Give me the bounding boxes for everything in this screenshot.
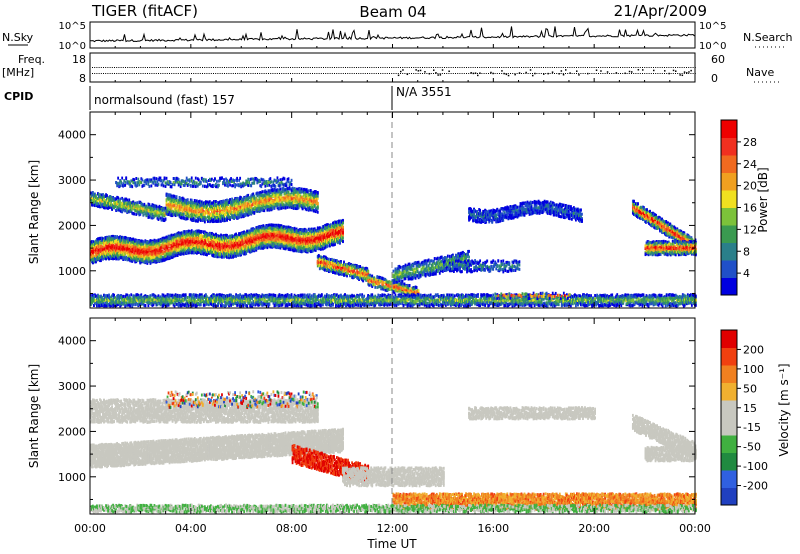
xtick-label: 04:00	[175, 522, 207, 535]
xtick-label: 08:00	[276, 522, 308, 535]
colorbar-tick: 20	[743, 180, 757, 193]
nave-label: Nave	[746, 66, 774, 79]
colorbar-segment	[721, 278, 737, 296]
freq-tick-bottom: 8	[79, 72, 86, 85]
xtick-label: 00:00	[74, 522, 106, 535]
colorbar-segment	[721, 173, 737, 191]
beam-title: Beam 04	[359, 3, 426, 21]
colorbar-tick: 16	[743, 202, 757, 215]
radar-summary-plot: TIGER (fitACF) Beam 04 21/Apr/2009 N.Sky…	[0, 0, 800, 554]
colorbar-segment	[721, 208, 737, 226]
colorbar-tick: 100	[743, 363, 764, 376]
cpid-label: CPID	[4, 90, 33, 103]
xtick-label: 20:00	[578, 522, 610, 535]
colorbar-tick: 4	[743, 267, 750, 280]
colorbar-segment	[721, 365, 737, 383]
colorbar-segment	[721, 383, 737, 401]
xtick-label: 16:00	[477, 522, 509, 535]
colorbar-segment	[721, 260, 737, 278]
power-colorbar: 28 24 20 16 12 8 4	[721, 120, 757, 296]
velocity-colorbar: 200 100 50 15 -15 -50 -100 -200	[721, 330, 768, 506]
velocity-scatter-data	[90, 390, 697, 513]
colorbar-segment	[721, 243, 737, 261]
colorbar-segment	[721, 435, 737, 453]
colorbar-segment	[721, 400, 737, 418]
colorbar-segment	[721, 190, 737, 208]
time-axis-label: Time UT	[366, 537, 417, 551]
power-colorbar-label: Power [dB]	[756, 167, 770, 232]
colorbar-tick: 15	[743, 402, 757, 415]
colorbar-tick: 12	[743, 223, 757, 236]
xtick-label: 00:00	[679, 522, 711, 535]
ytick-label: 1000	[58, 471, 86, 484]
date-title: 21/Apr/2009	[614, 2, 707, 20]
freq-dots	[92, 67, 696, 76]
colorbar-segment	[721, 453, 737, 471]
colorbar-segment	[721, 348, 737, 366]
colorbar-tick: -50	[743, 441, 761, 454]
colorbar-segment	[721, 155, 737, 173]
colorbar-segment	[721, 488, 737, 506]
power-ylabel: Slant Range [km]	[27, 160, 41, 264]
colorbar-tick: 28	[743, 136, 757, 149]
ytick-label: 2000	[58, 425, 86, 438]
colorbar-tick: 8	[743, 245, 750, 258]
colorbar-tick: -200	[743, 480, 768, 493]
power-scatter-data	[90, 176, 697, 307]
ytick-label: 1000	[58, 265, 86, 278]
ytick-label: 4000	[58, 335, 86, 348]
colorbar-segment	[721, 225, 737, 243]
nsearch-tick-bottom: 10^0	[699, 41, 726, 52]
nsky-tick-bottom: 10^0	[59, 41, 86, 52]
colorbar-segment	[721, 470, 737, 488]
colorbar-tick: -15	[743, 421, 761, 434]
colorbar-tick: -100	[743, 460, 768, 473]
freq-unit-label: [MHz]	[2, 66, 34, 79]
nave-tick-bottom: 0	[711, 72, 718, 85]
colorbar-tick: 200	[743, 343, 764, 356]
colorbar-segment	[721, 330, 737, 348]
colorbar-tick: 24	[743, 158, 757, 171]
nsky-label: N.Sky	[2, 31, 34, 44]
velocity-colorbar-label: Velocity [m s⁻¹]	[777, 363, 791, 456]
cpid-segment-1: normalsound (fast) 157	[94, 93, 235, 107]
nave-tick-top: 60	[711, 53, 725, 66]
ytick-label: 2000	[58, 219, 86, 232]
ytick-label: 3000	[58, 174, 86, 187]
velocity-ylabel: Slant Range [km]	[27, 364, 41, 468]
nsearch-tick-top: 10^5	[699, 21, 726, 32]
colorbar-segment	[721, 138, 737, 156]
ytick-label: 4000	[58, 129, 86, 142]
xtick-label: 12:00	[377, 522, 409, 535]
colorbar-tick: 50	[743, 382, 757, 395]
nsky-tick-top: 10^5	[59, 21, 86, 32]
radar-title: TIGER (fitACF)	[91, 2, 198, 20]
cpid-segment-2: N/A 3551	[396, 85, 452, 99]
freq-label: Freq.	[18, 53, 45, 66]
freq-tick-top: 18	[72, 53, 86, 66]
colorbar-segment	[721, 120, 737, 138]
colorbar-segment	[721, 418, 737, 436]
ytick-label: 3000	[58, 380, 86, 393]
nsearch-label: N.Search	[743, 31, 793, 44]
nsky-trace	[90, 26, 695, 47]
